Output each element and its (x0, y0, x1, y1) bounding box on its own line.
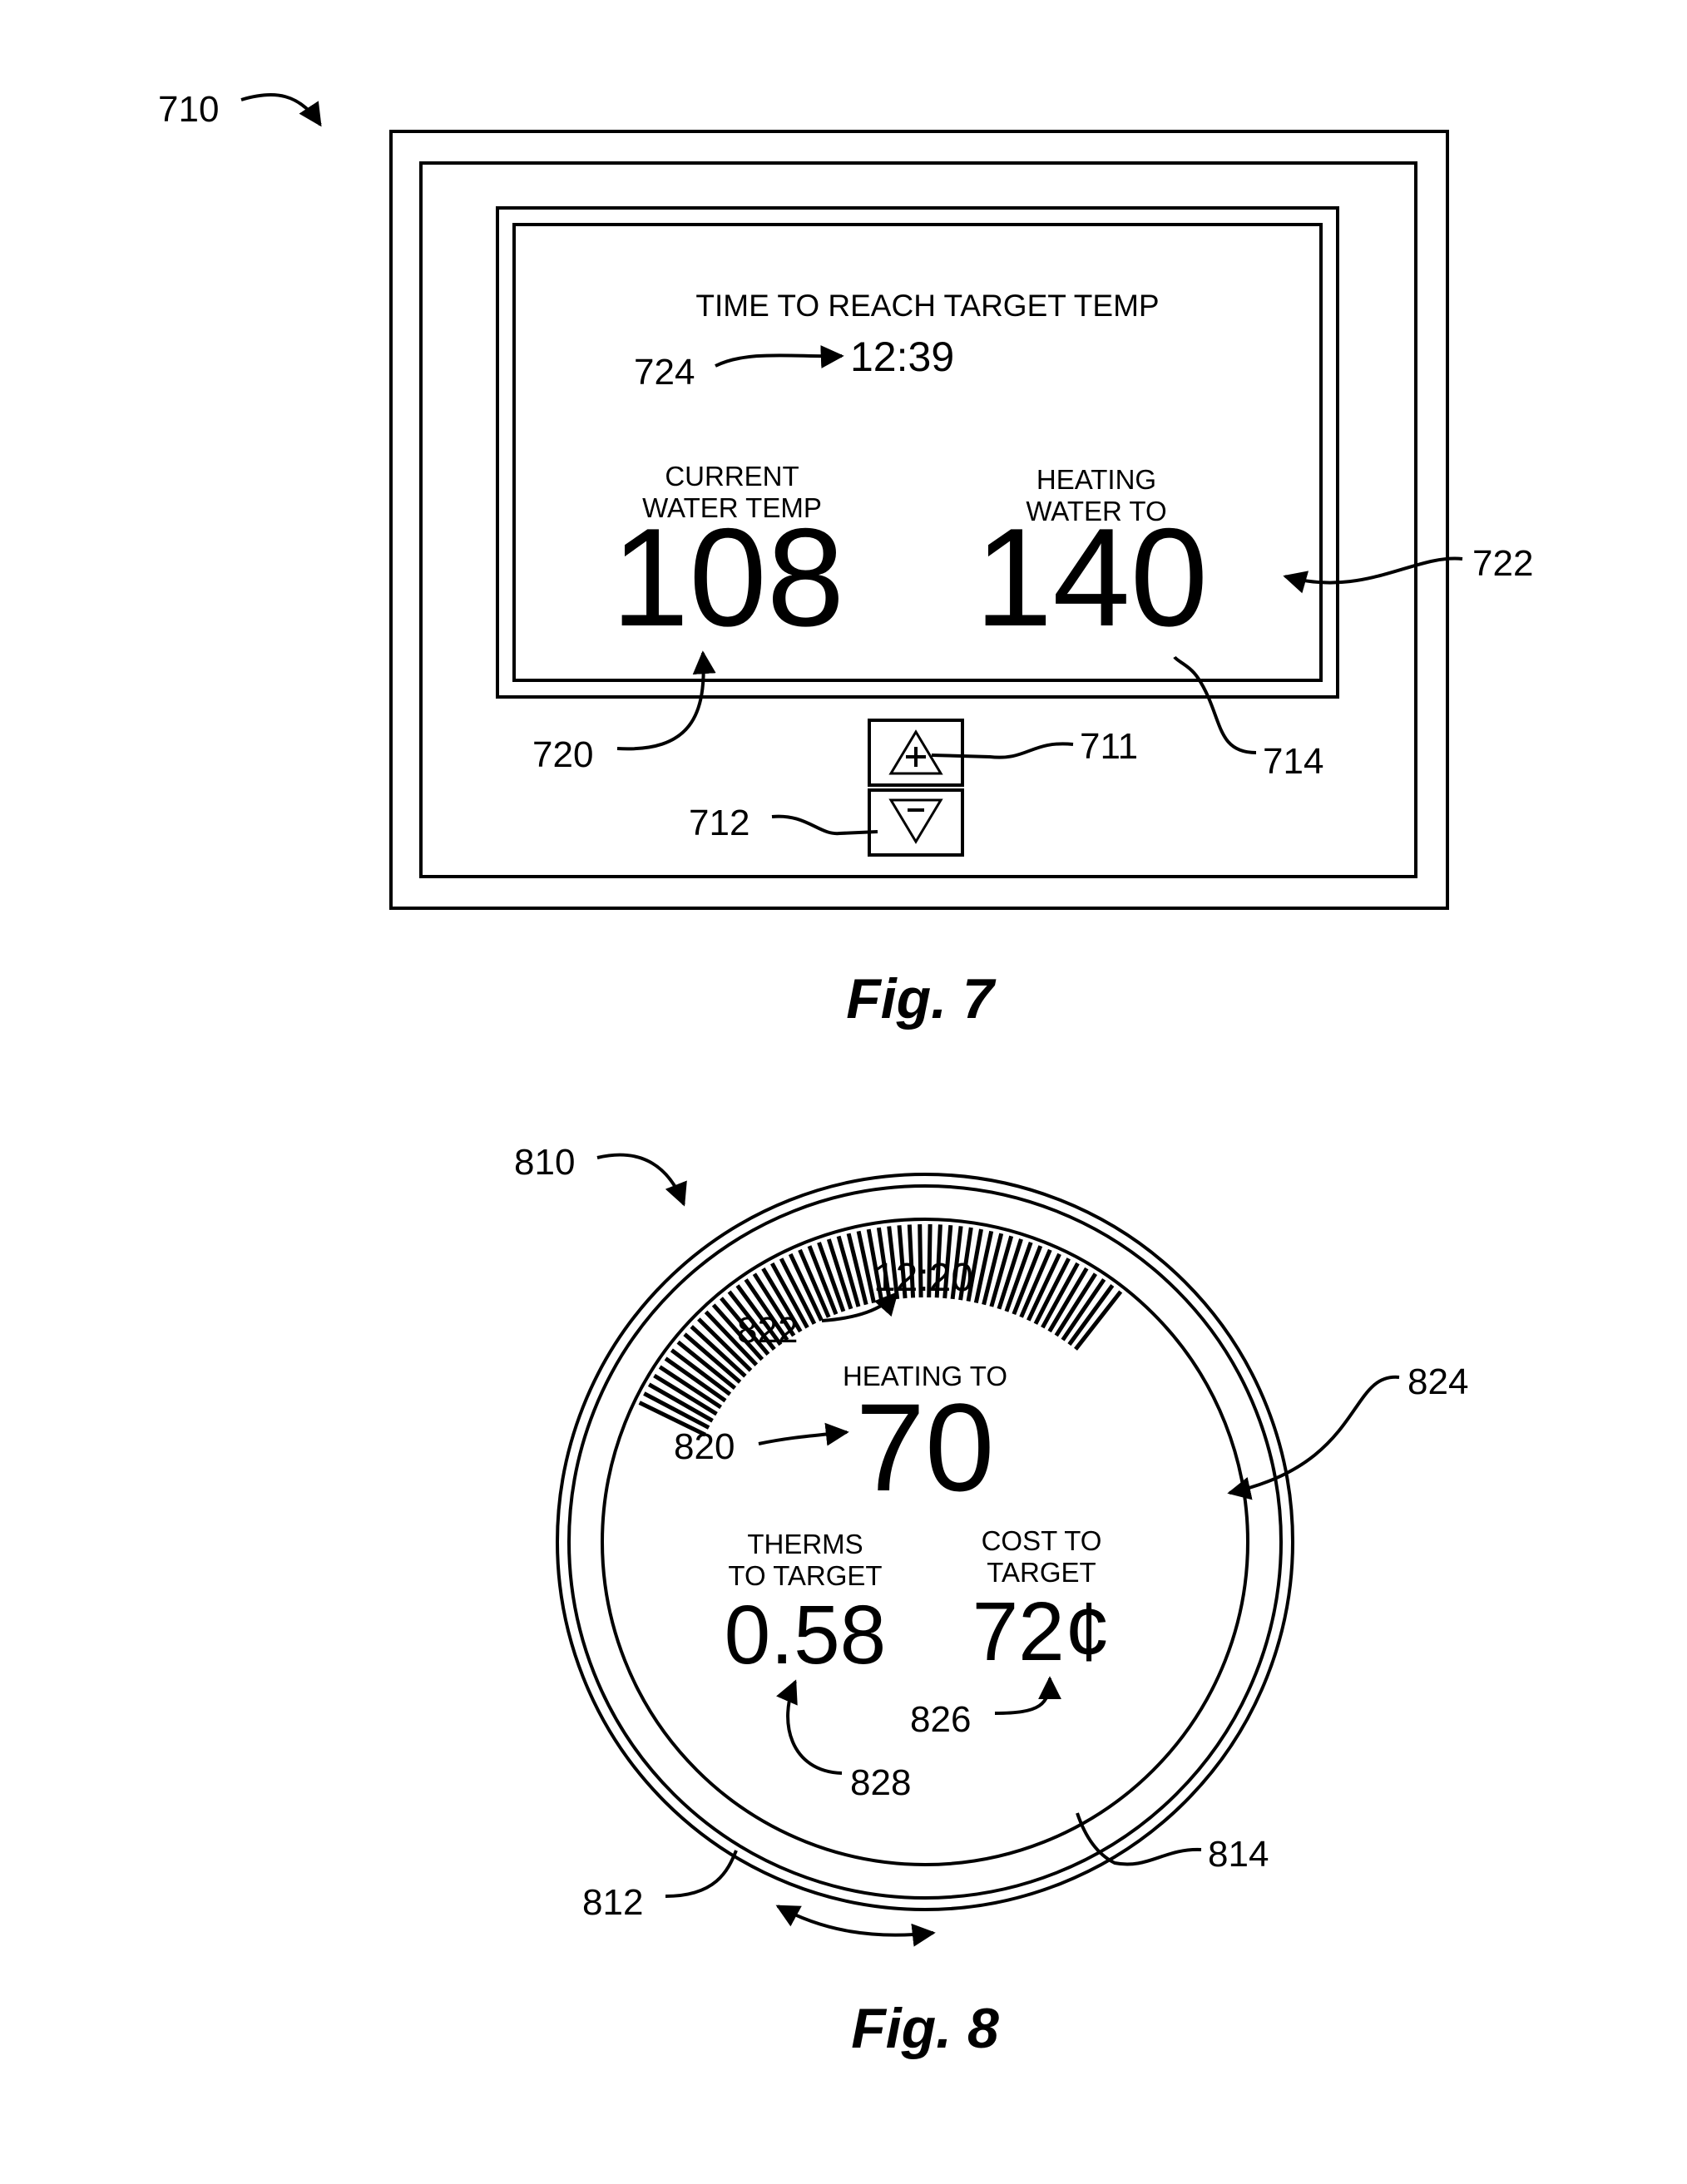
caption-fig8: Fig. 8 (851, 1997, 999, 2060)
target-temp-value-722: 140 (975, 499, 1208, 655)
cost-value-826: 72¢ (972, 1585, 1111, 1678)
leader-820 (759, 1432, 847, 1444)
ref-711: 711 (1080, 726, 1138, 767)
display-face-814 (602, 1219, 1248, 1865)
ref-712: 712 (689, 803, 750, 843)
time-value-822: 12:20 (873, 1256, 973, 1300)
ref-814: 814 (1208, 1834, 1269, 1875)
ref-820: 820 (674, 1426, 735, 1467)
tick-mark (660, 1367, 720, 1408)
ref-810: 810 (514, 1142, 575, 1183)
leader-826 (995, 1678, 1050, 1713)
increase-button-711[interactable] (869, 720, 962, 785)
fig8-thermostat-display: 810 12:20 822 HEATING TO 70 820 THERMS T… (514, 1142, 1468, 2060)
ref-828: 828 (850, 1762, 911, 1803)
leader-812 (665, 1850, 736, 1896)
leader-710 (241, 95, 320, 125)
tick-mark (1063, 1279, 1105, 1340)
leader-810 (597, 1155, 684, 1204)
tick-mark (1069, 1286, 1112, 1345)
therms-value-828: 0.58 (725, 1589, 887, 1682)
ref-724: 724 (634, 352, 695, 393)
fig7-water-heater-display: 710 TIME TO REACH TARGET TEMP 724 12:39 … (158, 89, 1533, 1030)
therms-label-2: TO TARGET (728, 1560, 882, 1591)
current-temp-value-720: 108 (611, 499, 844, 655)
decrease-button-712[interactable] (869, 790, 962, 855)
ref-812: 812 (582, 1882, 643, 1923)
leader-828 (788, 1682, 842, 1773)
plus-sign (906, 747, 926, 767)
tick-mark (1076, 1292, 1121, 1349)
leader-712 (772, 817, 878, 834)
ref-720: 720 (532, 734, 593, 775)
setpoint-value-820: 70 (856, 1377, 995, 1517)
leader-720 (617, 653, 704, 749)
therms-label-1: THERMS (747, 1529, 863, 1559)
current-label-1: CURRENT (665, 461, 799, 492)
tick-mark (984, 1233, 1002, 1304)
ref-710: 710 (158, 89, 219, 130)
ref-714: 714 (1263, 741, 1323, 782)
time-value-724: 12:39 (850, 334, 954, 380)
time-to-target-heading: TIME TO REACH TARGET TEMP (695, 289, 1159, 323)
cost-label-1: COST TO (982, 1525, 1102, 1556)
leader-824 (1229, 1377, 1399, 1493)
leader-714 (1175, 657, 1256, 753)
tick-mark (665, 1358, 725, 1401)
ref-826: 826 (910, 1699, 971, 1740)
ref-722: 722 (1472, 543, 1533, 584)
leader-722 (1285, 559, 1462, 583)
caption-fig7: Fig. 7 (846, 967, 997, 1030)
leader-724 (715, 355, 842, 366)
tick-mark (848, 1233, 866, 1304)
leader-711 (932, 744, 1073, 757)
leader-814 (1077, 1813, 1201, 1865)
ref-824: 824 (1407, 1361, 1468, 1402)
minus-triangle-icon (891, 800, 941, 842)
heating-label-1: HEATING (1036, 464, 1156, 495)
cost-label-2: TARGET (987, 1557, 1096, 1588)
ref-822: 822 (737, 1310, 798, 1351)
